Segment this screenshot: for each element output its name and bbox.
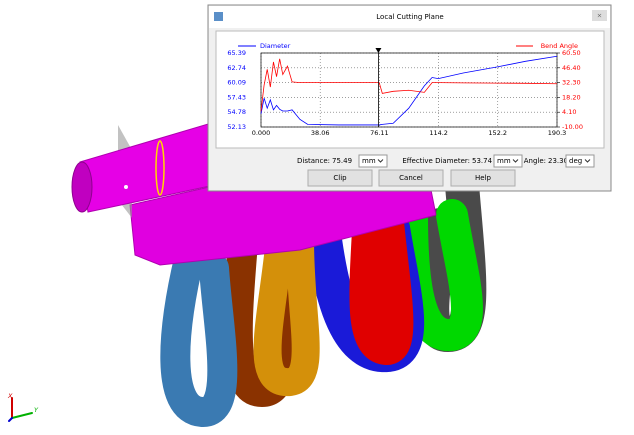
y2-tick-label: -10.00 <box>562 123 583 131</box>
y-tick-label: 54.78 <box>227 108 246 116</box>
field-label: Effective Diameter: <box>402 157 470 165</box>
dropdown-arrow[interactable] <box>512 159 519 163</box>
x-tick-label: 38.06 <box>311 129 330 137</box>
close-icon[interactable]: × <box>597 12 602 20</box>
unit-value[interactable]: mm <box>362 157 376 165</box>
field-label: Angle: <box>524 157 546 165</box>
button[interactable] <box>450 169 516 187</box>
y-tick-label: 60.09 <box>227 79 246 87</box>
plot-frame <box>260 52 558 128</box>
controls: Distance: 75.49 mm Effective Diameter: 53.74… <box>297 154 595 187</box>
axis-y <box>11 412 33 419</box>
cut-ring <box>155 140 165 196</box>
cylinder-end <box>71 161 93 213</box>
field-value[interactable]: 23.30 <box>548 157 568 165</box>
pipe <box>253 224 320 396</box>
pipe <box>222 240 303 408</box>
axis-label: X <box>7 392 13 400</box>
field-value[interactable]: 53.74 <box>472 157 493 165</box>
axis-z <box>8 417 13 422</box>
x-tick-label: 114.2 <box>429 129 448 137</box>
y-tick-label: 57.43 <box>227 93 246 101</box>
dropdown-arrow[interactable] <box>584 159 591 163</box>
title-bar <box>209 6 610 28</box>
unit-select[interactable] <box>493 154 523 168</box>
unit-select[interactable] <box>358 154 388 168</box>
cursor-handle[interactable] <box>375 48 382 53</box>
unit-value[interactable]: deg <box>569 157 582 165</box>
y-tick-label: 65.39 <box>227 49 246 57</box>
pipe <box>160 240 238 427</box>
y-tick-label: 52.13 <box>227 123 246 131</box>
series-line <box>260 55 558 126</box>
marker <box>124 185 128 189</box>
close-button[interactable] <box>592 10 607 21</box>
legend-label: Diameter <box>260 42 291 50</box>
axis-label: Y <box>34 406 39 414</box>
y2-tick-label: 18.20 <box>562 93 581 101</box>
x-tick-label: 0.000 <box>252 129 271 137</box>
dropdown-arrow[interactable] <box>377 159 384 163</box>
y2-tick-label: 46.40 <box>562 64 581 72</box>
unit-select[interactable] <box>565 154 595 168</box>
legend-label: Bend Angle <box>541 42 578 50</box>
dialog: × Local Cutting Plane <box>207 4 612 192</box>
button-label[interactable]: Clip <box>333 174 347 182</box>
y2-tick-label: 60.50 <box>562 49 581 57</box>
field-value[interactable]: 75.49 <box>332 157 352 165</box>
button[interactable] <box>307 169 373 187</box>
dialog-title: Local Cutting Plane <box>376 13 443 21</box>
series-line <box>260 58 558 112</box>
x-tick-label: 76.11 <box>370 129 389 137</box>
x-tick-label: 152.2 <box>488 129 507 137</box>
field-label: Distance: <box>297 157 330 165</box>
y2-tick-label: 32.30 <box>562 79 581 87</box>
button-label[interactable]: Help <box>475 174 492 182</box>
app-icon <box>214 12 223 21</box>
pipe <box>349 195 414 365</box>
unit-value[interactable]: mm <box>497 157 511 165</box>
button-label[interactable]: Cancel <box>399 174 423 182</box>
chart-panel <box>215 30 605 149</box>
y-tick-label: 62.74 <box>227 64 246 72</box>
chart: 0.000 38.06 76.11 114.2 152.2 190.3 52.13 54.78… <box>227 42 583 137</box>
button[interactable] <box>378 169 444 187</box>
x-tick-label: 190.3 <box>548 129 567 137</box>
y2-tick-label: 4.10 <box>562 108 576 116</box>
